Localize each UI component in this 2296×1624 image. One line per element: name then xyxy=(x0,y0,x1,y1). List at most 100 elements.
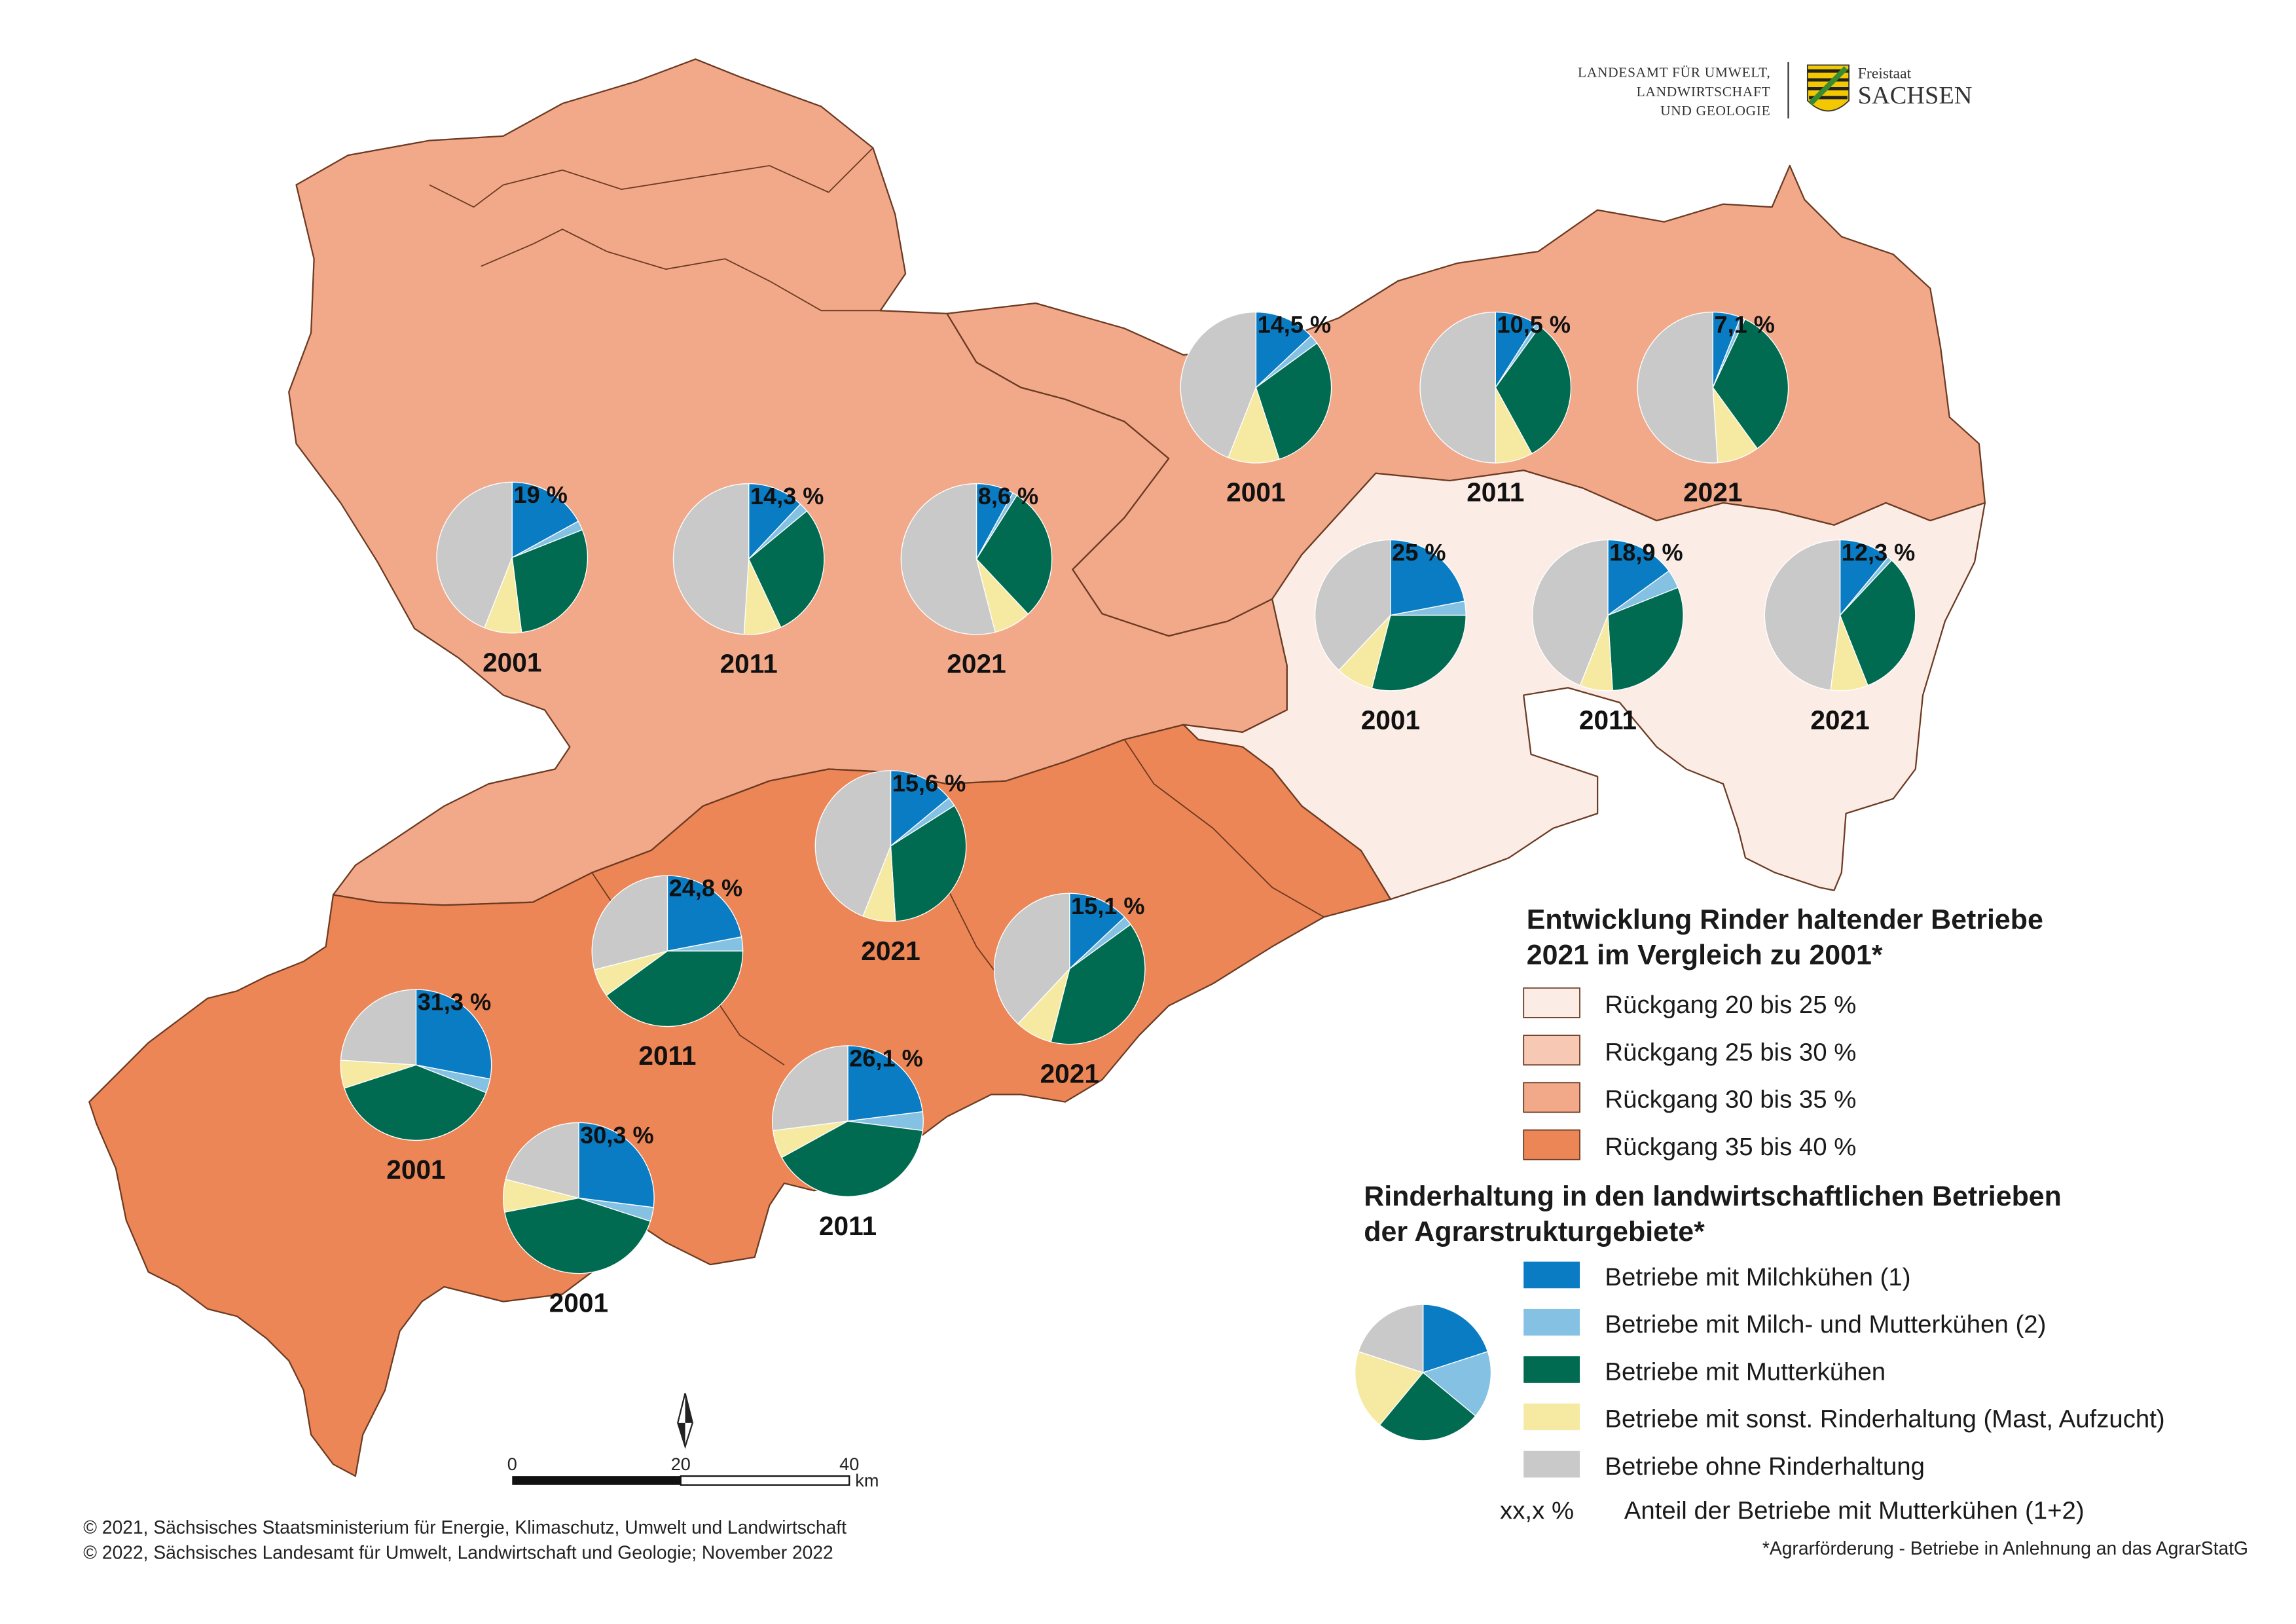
legend-footnote: *Agrarförderung - Betriebe in Anlehnung … xyxy=(1762,1538,2248,1559)
pie-slice-mutterkuehe xyxy=(503,1197,651,1274)
pie-year-label: 2001 xyxy=(549,1287,608,1318)
agency-logo: LANDESAMT FÜR UMWELT, LANDWIRTSCHAFT UND… xyxy=(1578,62,1973,119)
pie-slice-milchkuehe xyxy=(1255,311,1312,389)
pie-slice-sonst xyxy=(1228,386,1280,464)
pie-slice-milchkuehe xyxy=(890,770,950,847)
legend-title-2-line1: Rinderhaltung in den landwirtschaftliche… xyxy=(1364,1181,2062,1212)
pie-slice-ohne xyxy=(1532,539,1609,686)
legend-category-swatch xyxy=(1523,1261,1580,1289)
pie-slice-ohne xyxy=(591,875,668,970)
pie-slice-milchkuehe xyxy=(1069,893,1125,970)
pie-share-label: 7,1 % xyxy=(1715,311,1775,338)
copyright-line-1: © 2021, Sächsisches Staatsministerium fü… xyxy=(83,1517,847,1538)
pie-share-label: 25 % xyxy=(1392,539,1446,566)
state-label-line2: SACHSEN xyxy=(1858,82,1973,109)
legend-category-label: Betriebe mit sonst. Rinderhaltung (Mast,… xyxy=(1605,1405,2164,1433)
legend: Entwicklung Rinder haltender Betriebe 20… xyxy=(1355,904,2248,1559)
pie-slice-mutterkuehe xyxy=(975,494,1053,615)
legend-class-item: Rückgang 25 bis 30 % xyxy=(1523,1035,1856,1066)
legend-title-1-line2: 2021 im Vergleich zu 2001* xyxy=(1527,940,1883,971)
legend-class-swatch xyxy=(1523,1082,1580,1113)
pie-chart: 30,3 % 2001 xyxy=(503,1122,655,1318)
pie-year-label: 2001 xyxy=(1361,705,1420,735)
pie-slice-ohne xyxy=(1637,311,1719,464)
legend-category-swatch xyxy=(1523,1450,1580,1478)
pie-share-label: 14,3 % xyxy=(750,483,824,509)
pie-slice-mutterkuehe xyxy=(1607,587,1684,692)
pie-chart: 31,3 % 2001 xyxy=(340,989,492,1185)
pie-slice-ohne xyxy=(340,989,417,1065)
pie-slice-mutterkuehe xyxy=(1712,318,1789,449)
legend-category-label: Betriebe mit Mutterkühen xyxy=(1605,1357,1886,1386)
legend-class-label: Rückgang 25 bis 30 % xyxy=(1605,1038,1856,1066)
pie-slice-milchkuehe xyxy=(1607,539,1670,616)
pie-slice-milchkuehe xyxy=(511,481,579,559)
pie-slice-ohne xyxy=(672,483,750,635)
legend-example-pie xyxy=(1355,1304,1492,1441)
scale-unit: km xyxy=(855,1470,879,1490)
legend-category-item: Betriebe mit Milch- und Mutterkühen (2) xyxy=(1523,1308,2046,1338)
legend-class-swatch xyxy=(1523,1035,1580,1066)
pie-slice-mutterkuehe xyxy=(890,805,967,922)
saxony-coat-of-arms-icon xyxy=(1806,64,1850,112)
legend-class-item: Rückgang 30 bis 35 % xyxy=(1523,1082,1856,1114)
pie-year-label: 2021 xyxy=(861,936,920,966)
pie-chart: 18,9 % 2011 xyxy=(1532,539,1684,735)
agency-name-line3: UND GEOLOGIE xyxy=(1660,103,1770,119)
pie-slice-mutterkuehe xyxy=(1050,923,1146,1045)
pie-slice-milchkuehe xyxy=(1839,539,1889,617)
pie-slice-mutterkuehe xyxy=(511,529,589,633)
pie-year-label: 2011 xyxy=(1467,477,1524,507)
region-internal-boundary xyxy=(1123,739,1324,918)
pie-year-label: 2001 xyxy=(483,647,541,677)
pie-slice-milchkuehe xyxy=(847,1045,924,1122)
legend-class-swatch xyxy=(1523,987,1580,1018)
pie-slice-mutterkuehe xyxy=(1371,614,1467,692)
legend-share-label: Anteil der Betriebe mit Mutterkühen (1+2… xyxy=(1624,1497,2085,1525)
pie-slice-milchkuehe xyxy=(1390,539,1465,616)
pie-layer: 19 % 2001 14,3 % 2011 8,6 % 2021 14,5 % 2001 10,… xyxy=(340,311,1916,1318)
agency-name-line1: LANDESAMT FÜR UMWELT, xyxy=(1578,64,1770,80)
north-arrow-icon xyxy=(677,1393,694,1449)
pie-slice-ohne xyxy=(1315,539,1391,671)
pie-chart: 14,3 % 2011 xyxy=(672,483,825,679)
pie-year-label: 2021 xyxy=(1683,477,1742,507)
legend-category-label: Betriebe mit Milch- und Mutterkühen (2) xyxy=(1605,1310,2046,1338)
pie-share-label: 14,5 % xyxy=(1258,311,1331,338)
pie-share-label: 18,9 % xyxy=(1609,539,1683,566)
pie-slice-milchkuehe xyxy=(748,483,801,561)
legend-pie-slice-mutterkuehe xyxy=(1379,1372,1476,1441)
pie-slice-mutterkuehe xyxy=(1255,342,1332,460)
pie-year-label: 2011 xyxy=(638,1041,696,1071)
pie-share-label: 26,1 % xyxy=(849,1044,922,1071)
pie-slice-ohne xyxy=(1419,311,1496,464)
pie-year-label: 2001 xyxy=(1226,477,1285,507)
pie-slice-ohne xyxy=(505,1122,579,1199)
pie-slice-milchkuehe xyxy=(666,875,742,952)
legend-category-item: Betriebe ohne Rinderhaltung xyxy=(1523,1450,1925,1481)
pie-share-label: 12,3 % xyxy=(1842,539,1915,566)
scale-bar: 0 20 40 km xyxy=(507,1454,879,1490)
region-south xyxy=(88,724,1392,1477)
pie-year-label: 2021 xyxy=(947,649,1006,679)
pie-share-label: 15,6 % xyxy=(892,769,966,796)
scale-bar-segment-2 xyxy=(680,1475,850,1486)
pie-year-label: 2021 xyxy=(1040,1058,1099,1088)
pie-chart: 19 % 2001 xyxy=(436,481,589,677)
pie-share-label: 31,3 % xyxy=(418,989,491,1016)
legend-class-label: Rückgang 20 bis 25 % xyxy=(1605,991,1856,1019)
pie-year-label: 2011 xyxy=(720,649,778,679)
region-internal-boundary xyxy=(481,229,881,312)
pie-slice-ohne xyxy=(900,483,996,635)
pie-chart: 15,6 % 2021 xyxy=(814,769,967,966)
legend-pie-slice-milchkuehe xyxy=(1422,1304,1489,1373)
pie-chart: 26,1 % 2011 xyxy=(772,1044,924,1241)
pie-chart: 24,8 % 2011 xyxy=(591,875,744,1071)
legend-title-1-line1: Entwicklung Rinder haltender Betriebe xyxy=(1527,904,2043,935)
scale-tick-20: 20 xyxy=(671,1454,691,1474)
legend-pie-slice-ohne xyxy=(1357,1304,1424,1373)
pie-slice-milchkuehe xyxy=(578,1122,655,1208)
pie-year-label: 2011 xyxy=(1579,705,1637,735)
agency-name-line2: LANDWIRTSCHAFT xyxy=(1637,84,1771,100)
